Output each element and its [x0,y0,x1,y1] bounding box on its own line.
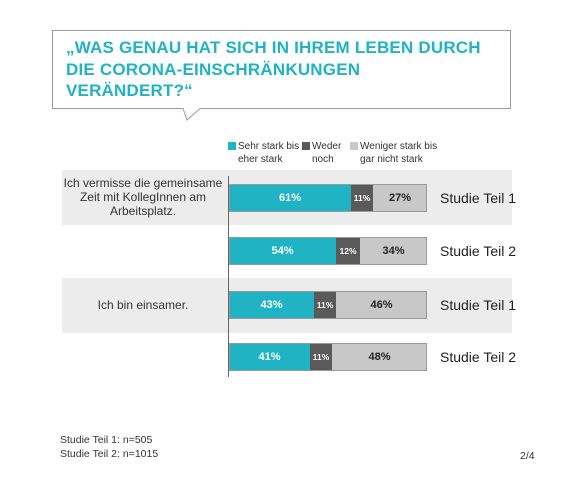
study-label: Studie Teil 1 [440,297,517,313]
data-label: 61% [278,192,302,204]
bar-outline [229,343,427,371]
stacked-bar: 61% 11% 27% [229,184,427,212]
data-label: 43% [260,299,283,311]
bar-segment-weder-noch: 12% [336,237,360,265]
stacked-bar: 43% 11% 46% [229,291,427,319]
study-label: Studie Teil 2 [440,243,517,259]
bar-segment-sehr-stark: 61% [229,184,351,212]
bar-segment-weder-noch: 11% [351,184,373,212]
data-label: 54% [271,245,294,257]
data-label: 46% [370,299,393,311]
footnote-1: Studie Teil 1: n=505 [60,434,153,446]
bar-segment-weniger-stark: 27% [373,184,427,212]
stacked-bar: 41% 11% 48% [229,343,427,371]
data-label: 11% [312,352,330,362]
page-number: 2/4 [520,450,535,462]
bar-segment-sehr-stark: 43% [229,291,314,319]
legend-label: Weniger stark bis gar nicht stark [360,141,438,165]
bar-outline [229,291,427,319]
bar-segment-weniger-stark: 48% [332,343,427,371]
data-label: 48% [368,351,391,363]
bar-segment-weder-noch: 11% [310,343,332,371]
speech-bubble-outline [52,30,511,121]
study-label: Studie Teil 1 [440,190,517,206]
stacked-bar: 54% 12% 34% [229,237,427,265]
data-label: 27% [388,192,412,204]
footnote-2: Studie Teil 2: n=1015 [60,448,159,460]
legend-swatch [350,142,358,150]
chart-title: „WAS GENAU HAT SICH IN IHREM LEBEN DURCH… [66,38,481,100]
study-label: Studie Teil 2 [440,349,517,365]
question-label-2: Ich bin einsamer. [97,298,189,312]
data-label: 11% [316,300,334,310]
data-label: 41% [258,351,281,363]
question-label-1: Ich vermisse die gemeinsame Zeit mit Kol… [63,176,223,218]
data-label: 34% [382,245,405,257]
bar-segment-weder-noch: 11% [314,291,336,319]
bar-segment-sehr-stark: 54% [229,237,336,265]
data-label: 11% [353,193,371,203]
legend-swatch [228,142,236,150]
bar-outline [229,184,427,212]
chart-axis [228,176,229,377]
legend-label: Weder noch [312,141,342,165]
legend-label: Sehr stark bis eher stark [238,141,300,165]
bar-segment-weniger-stark: 46% [336,291,427,319]
bar-segment-weniger-stark: 34% [360,237,427,265]
bar-segment-sehr-stark: 41% [229,343,310,371]
bar-outline [229,237,427,265]
data-label: 12% [339,246,357,256]
legend-swatch [302,142,310,150]
